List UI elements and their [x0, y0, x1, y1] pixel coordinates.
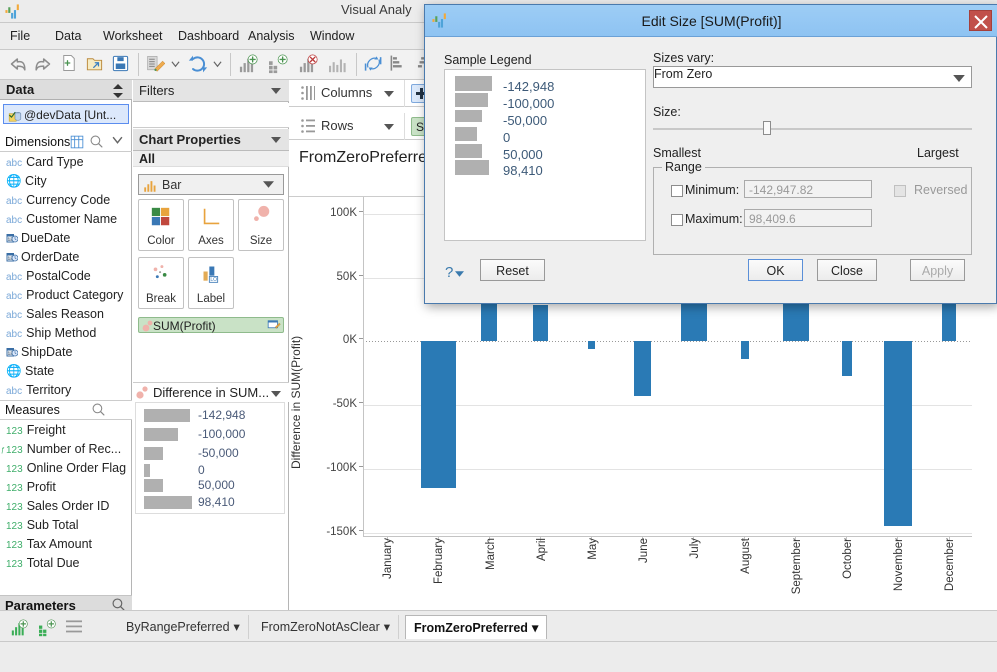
- svg-text:LO: LO: [210, 277, 217, 283]
